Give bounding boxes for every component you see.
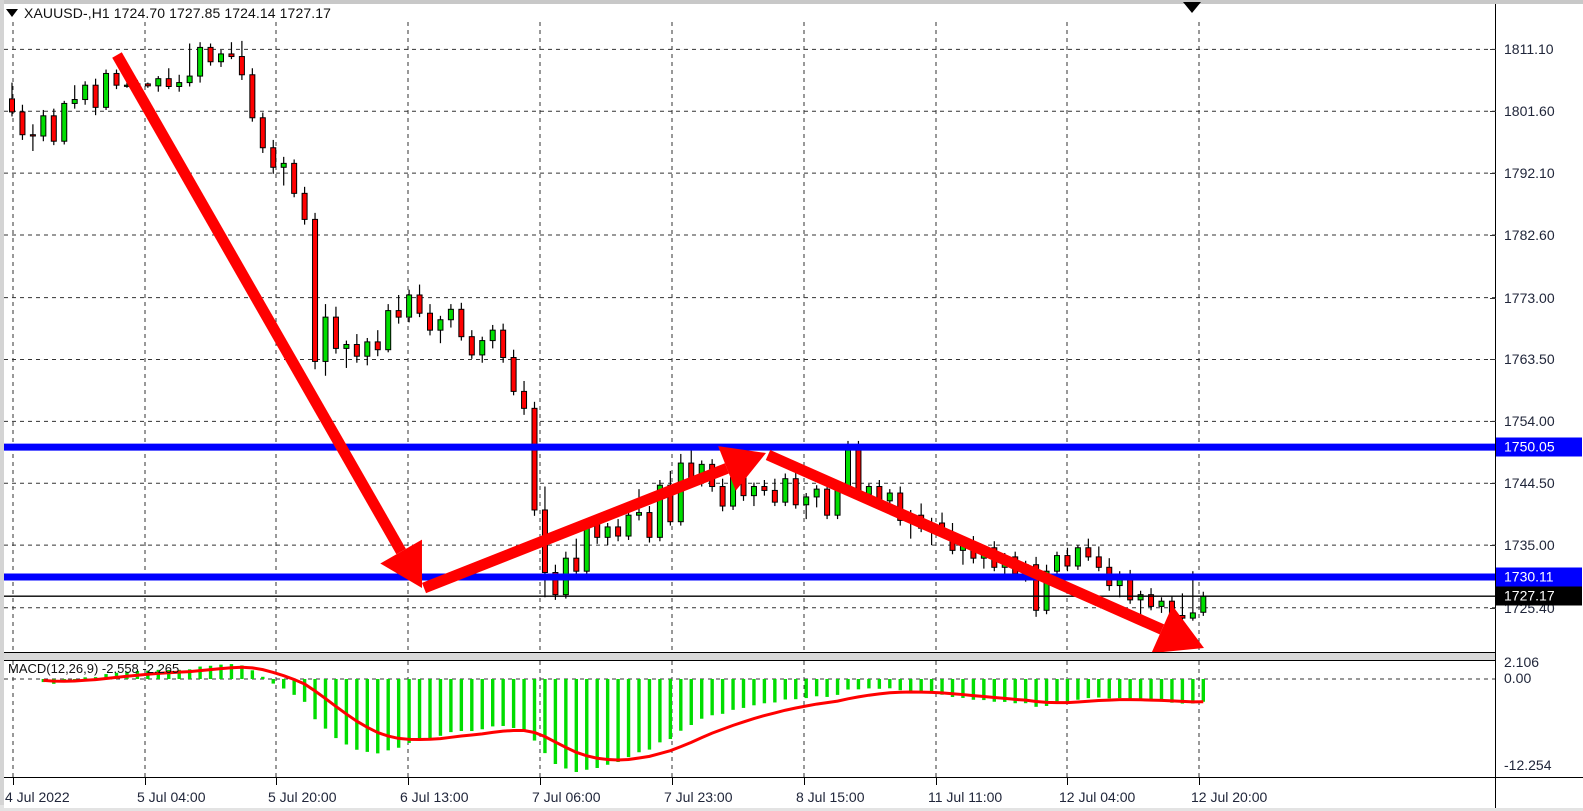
price-chart-svg bbox=[4, 22, 1495, 652]
price-label: 1744.50 bbox=[1504, 475, 1555, 492]
scale-corner bbox=[1495, 777, 1583, 808]
macd-chart-svg bbox=[4, 661, 1495, 778]
price-label: 1754.00 bbox=[1504, 413, 1555, 430]
price-tag-blue[interactable]: 1730.11 bbox=[1496, 567, 1582, 587]
macd-scale-label: -12.254 bbox=[1504, 757, 1552, 773]
macd-caption: MACD(12,26,9) -2.558 -2.265 bbox=[8, 661, 180, 676]
window-frame-left bbox=[0, 0, 4, 811]
time-tick bbox=[145, 778, 146, 785]
price-tick bbox=[1490, 607, 1496, 609]
window-frame-top bbox=[0, 0, 1583, 4]
price-label: 1773.00 bbox=[1504, 289, 1555, 306]
time-tick bbox=[408, 778, 409, 785]
price-tag-blue[interactable]: 1750.05 bbox=[1496, 437, 1582, 457]
price-tick bbox=[1490, 359, 1496, 361]
macd-scale-label: 0.00 bbox=[1504, 670, 1532, 686]
price-label: 1811.10 bbox=[1504, 41, 1554, 58]
price-tick bbox=[1490, 49, 1496, 51]
price-scale[interactable]: 1811.10 1801.60 1792.10 1782.60 1773.00 1763.… bbox=[1490, 4, 1583, 777]
price-tick bbox=[1490, 421, 1496, 423]
price-tick bbox=[1490, 545, 1496, 547]
price-label: 1792.10 bbox=[1504, 165, 1555, 182]
window-frame-bottom bbox=[0, 805, 1583, 811]
time-tick bbox=[672, 778, 673, 785]
time-tick bbox=[804, 778, 805, 785]
price-label: 1763.50 bbox=[1504, 351, 1555, 368]
time-tick bbox=[1199, 778, 1200, 785]
macd-scale-label: 2.106 bbox=[1504, 654, 1540, 670]
macd-indicator-pane[interactable] bbox=[4, 660, 1495, 778]
price-label: 1735.00 bbox=[1504, 537, 1555, 554]
time-label: 7 Jul 06:00 bbox=[532, 789, 601, 805]
time-tick bbox=[13, 778, 14, 785]
symbol-header: XAUUSD-,H1 1724.70 1727.85 1724.14 1727.… bbox=[6, 4, 331, 22]
price-label: 1782.60 bbox=[1504, 227, 1555, 244]
price-tag-black[interactable]: 1727.17 bbox=[1496, 586, 1582, 606]
time-label: 5 Jul 20:00 bbox=[268, 789, 337, 805]
price-tick bbox=[1490, 483, 1496, 485]
time-label: 12 Jul 04:00 bbox=[1059, 789, 1136, 805]
price-tick bbox=[1490, 173, 1496, 175]
time-label: 7 Jul 23:00 bbox=[664, 789, 733, 805]
time-tick bbox=[276, 778, 277, 785]
price-chart-pane[interactable] bbox=[4, 22, 1495, 654]
time-label: 5 Jul 04:00 bbox=[137, 789, 206, 805]
time-label: 11 Jul 11:00 bbox=[928, 789, 1003, 805]
triangle-down-icon[interactable] bbox=[6, 9, 18, 17]
price-tick bbox=[1490, 111, 1496, 113]
symbol-ohlc-text: XAUUSD-,H1 1724.70 1727.85 1724.14 1727.… bbox=[24, 5, 331, 21]
price-tick bbox=[1490, 235, 1496, 237]
time-label: 4 Jul 2022 bbox=[5, 789, 70, 805]
price-label: 1801.60 bbox=[1504, 103, 1555, 120]
time-tick bbox=[540, 778, 541, 785]
time-label: 8 Jul 15:00 bbox=[796, 789, 865, 805]
time-tick bbox=[1067, 778, 1068, 785]
time-tick bbox=[936, 778, 937, 785]
bar-position-marker-icon bbox=[1183, 2, 1201, 13]
time-scale[interactable]: 4 Jul 2022 5 Jul 04:00 5 Jul 20:00 6 Jul 13… bbox=[4, 777, 1495, 808]
price-tick bbox=[1490, 297, 1496, 299]
time-label: 6 Jul 13:00 bbox=[400, 789, 469, 805]
time-label: 12 Jul 20:00 bbox=[1191, 789, 1268, 805]
